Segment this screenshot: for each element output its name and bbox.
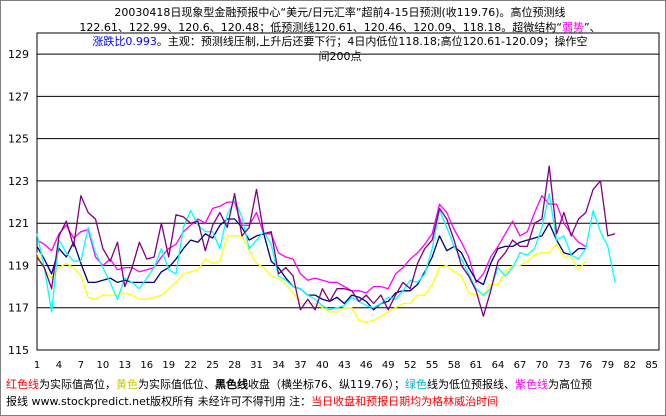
- series-line-1: [36, 195, 587, 294]
- x-tick-label: 67: [514, 360, 527, 371]
- y-tick-label: 127: [8, 90, 29, 103]
- x-tick-label: 70: [536, 360, 549, 371]
- legend-text-3: 收盘（横坐标76、纵119.76）；: [248, 378, 405, 391]
- legend-text-6: 报线 www.stockpredict.net版权所有 未经许可不得刊用 注：: [6, 395, 312, 408]
- x-tick-label: 49: [382, 360, 395, 371]
- series-line-3: [36, 218, 586, 311]
- x-tick-label: 4: [56, 360, 62, 371]
- y-tick-label: 117: [8, 302, 29, 315]
- x-tick-label: 34: [272, 360, 285, 371]
- title-part-1: 20030418日现象型金融预报中心“美元/日元汇率”超前4-15日预测(收11…: [114, 6, 566, 19]
- y-tick-label: 125: [8, 133, 29, 146]
- series-layer: [36, 165, 616, 324]
- x-tick-label: 40: [316, 360, 329, 371]
- x-tick-label: 13: [118, 360, 131, 371]
- x-tick-label: 43: [338, 360, 351, 371]
- legend-yellow-label: 黄色: [116, 378, 138, 391]
- x-tick-label: 52: [404, 360, 417, 371]
- legend-text-2: 为实际值低位、: [138, 378, 215, 391]
- y-tick-label: 115: [8, 344, 29, 357]
- title-part-5: 间200点: [318, 49, 362, 63]
- x-tick-label: 85: [645, 360, 658, 371]
- x-tick-label: 55: [426, 360, 439, 371]
- y-tick-label: 129: [8, 48, 29, 61]
- y-tick-label: 119: [8, 259, 29, 272]
- legend-footer: 红色线为实际值高位，黄色为实际值低位、黑色线收盘（横坐标76、纵119.76）；…: [6, 376, 660, 410]
- x-tick-label: 7: [78, 360, 84, 371]
- title-ratio-label: 涨跌比0.993: [92, 35, 157, 48]
- legend-cyan-label: 绿色: [405, 378, 427, 391]
- legend-red-label: 红色线: [6, 378, 39, 391]
- x-tick-label: 46: [360, 360, 373, 371]
- title-highlight-word: 弱势: [561, 20, 584, 34]
- x-tick-label: 19: [162, 360, 175, 371]
- x-tick-label: 10: [96, 360, 109, 371]
- x-tick-label: 22: [184, 360, 197, 371]
- legend-red-note: 当日收盘和预报日期均为格林威治时间: [311, 395, 499, 408]
- y-tick-label: 123: [8, 175, 29, 188]
- grid-layer: [36, 32, 660, 351]
- y-tick-label: 121: [8, 217, 29, 230]
- x-tick-label: 25: [206, 360, 219, 371]
- x-tick-label: 16: [140, 360, 153, 371]
- x-tick-label: 58: [448, 360, 461, 371]
- x-tick-label: 37: [294, 360, 307, 371]
- legend-text-4: 线为低位预报线、: [427, 378, 515, 391]
- x-tick-label: 64: [492, 360, 505, 371]
- x-tick-label: 1: [34, 360, 40, 371]
- title-part-3: ”、: [583, 20, 601, 34]
- axis-layer: 115 117 119 121 123 125 127 129 1 4 7 10 13 16 19 22 25 2…: [8, 48, 658, 371]
- chart-title: 20030418日现象型金融预报中心“美元/日元汇率”超前4-15日预测(收11…: [60, 6, 620, 64]
- legend-text-1: 为实际值高位，: [39, 378, 116, 391]
- x-tick-label: 61: [470, 360, 483, 371]
- series-line-5: [36, 165, 616, 317]
- x-tick-label: 82: [623, 360, 636, 371]
- legend-black-label: 黑色线: [215, 378, 248, 391]
- legend-magenta-label: 紫色线: [515, 378, 548, 391]
- series-line-4: [36, 192, 616, 313]
- x-tick-label: 31: [250, 360, 263, 371]
- legend-text-5: 为高位预: [548, 378, 592, 391]
- x-tick-label: 28: [228, 360, 241, 371]
- x-tick-label: 79: [601, 360, 614, 371]
- title-part-2: 122.61、122.99、120.6、120.48；低预测线120.61、12…: [79, 20, 562, 34]
- x-tick-label: 73: [558, 360, 571, 371]
- x-tick-label: 76: [579, 360, 592, 371]
- title-part-4: 。主观：预测线压制,上升后还要下行；4日内低位118.18;高位120.61-1…: [156, 35, 588, 48]
- plot-area-border: [36, 32, 660, 351]
